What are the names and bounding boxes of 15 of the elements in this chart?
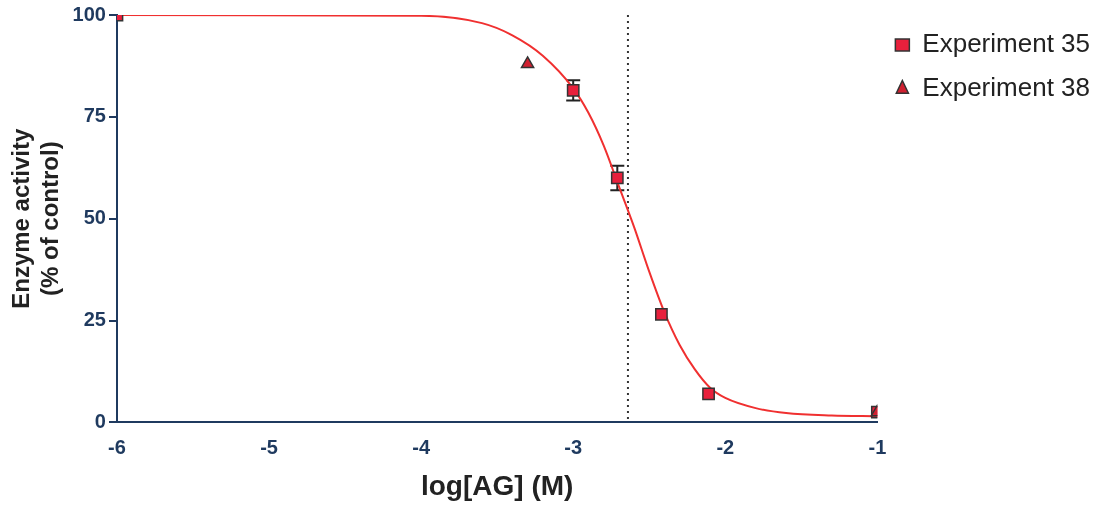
- legend-label: Experiment 38: [922, 72, 1091, 103]
- y-tick-label: 50: [83, 206, 106, 229]
- y-tick-label: 25: [83, 308, 106, 331]
- y-tick-label: 100: [72, 2, 106, 25]
- x-tick-label: -3: [564, 435, 583, 458]
- legend-label: Experiment 35: [922, 28, 1091, 59]
- x-axis-title: log[AG] (M): [420, 469, 574, 501]
- x-tick-label: -6: [108, 435, 126, 458]
- x-tick-label: -1: [868, 435, 887, 458]
- x-tick-label: -2: [716, 435, 735, 458]
- y-axis-title: Enzyme activity (% of control): [7, 128, 63, 309]
- x-tick-label: -5: [260, 435, 278, 458]
- y-tick-label: 75: [83, 104, 106, 127]
- x-tick-label: -4: [412, 435, 431, 458]
- y-tick-label: 0: [94, 409, 106, 432]
